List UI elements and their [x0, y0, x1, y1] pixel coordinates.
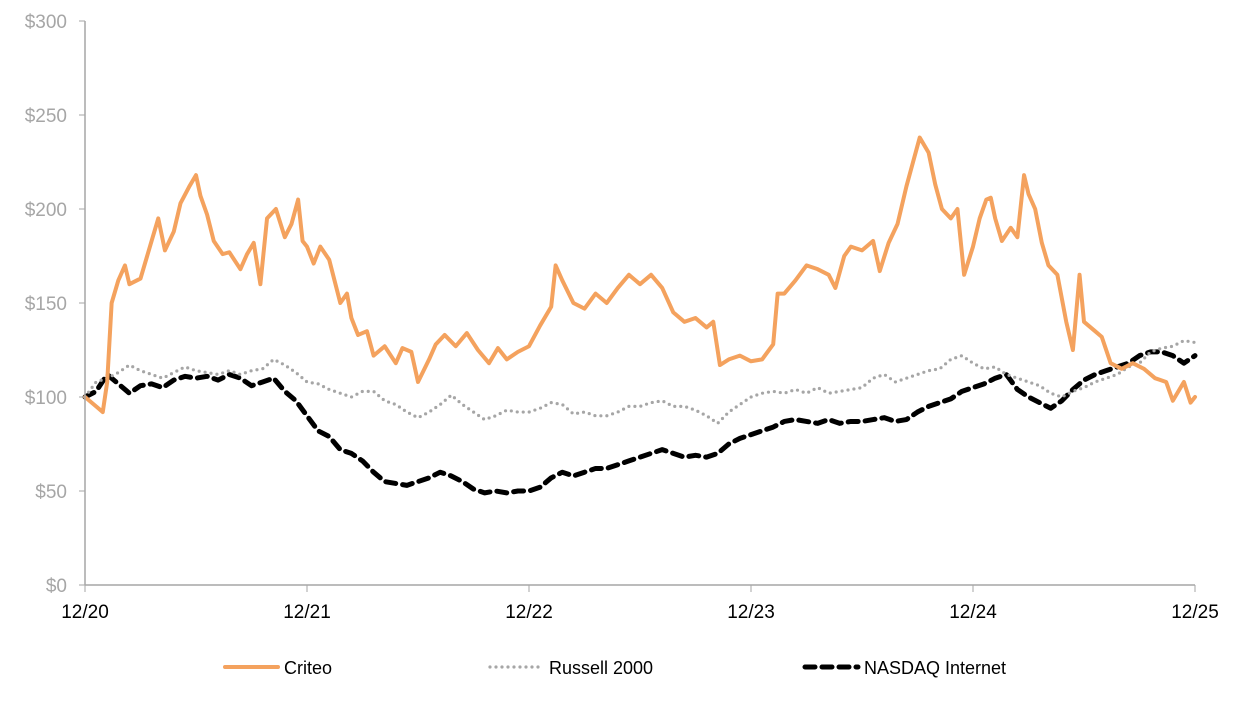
x-tick-label: 12/20 — [61, 602, 109, 623]
x-axis: 12/20 12/21 12/22 12/23 12/24 12/25 — [61, 584, 1219, 623]
y-tick-label: $100 — [25, 388, 67, 409]
y-tick-label: $150 — [25, 294, 67, 315]
x-tick-label: 12/22 — [505, 602, 553, 623]
series-line-russell-2000 — [83, 339, 1197, 425]
y-tick-label: $250 — [25, 106, 67, 127]
y-tick-label: $200 — [25, 200, 67, 221]
x-tick-label: 12/21 — [283, 602, 331, 623]
y-tick-label: $300 — [25, 12, 67, 33]
legend-label: Criteo — [284, 658, 332, 678]
plot-area — [82, 135, 1198, 496]
legend-label: NASDAQ Internet — [864, 658, 1006, 678]
x-tick-label: 12/25 — [1171, 602, 1219, 623]
y-tick-label: $0 — [46, 576, 67, 597]
x-tick-label: 12/23 — [727, 602, 775, 623]
legend: Criteo Russell 2000 NASDAQ Internet — [223, 658, 1006, 678]
x-tick-label: 12/24 — [949, 602, 997, 623]
series-line-criteo — [83, 135, 1197, 415]
y-tick-label: $50 — [35, 482, 67, 503]
series-line-nasdaq-internet — [82, 349, 1198, 496]
y-axis: $0 $50 $100 $150 $200 $250 $300 — [25, 12, 86, 597]
legend-label: Russell 2000 — [549, 658, 653, 678]
